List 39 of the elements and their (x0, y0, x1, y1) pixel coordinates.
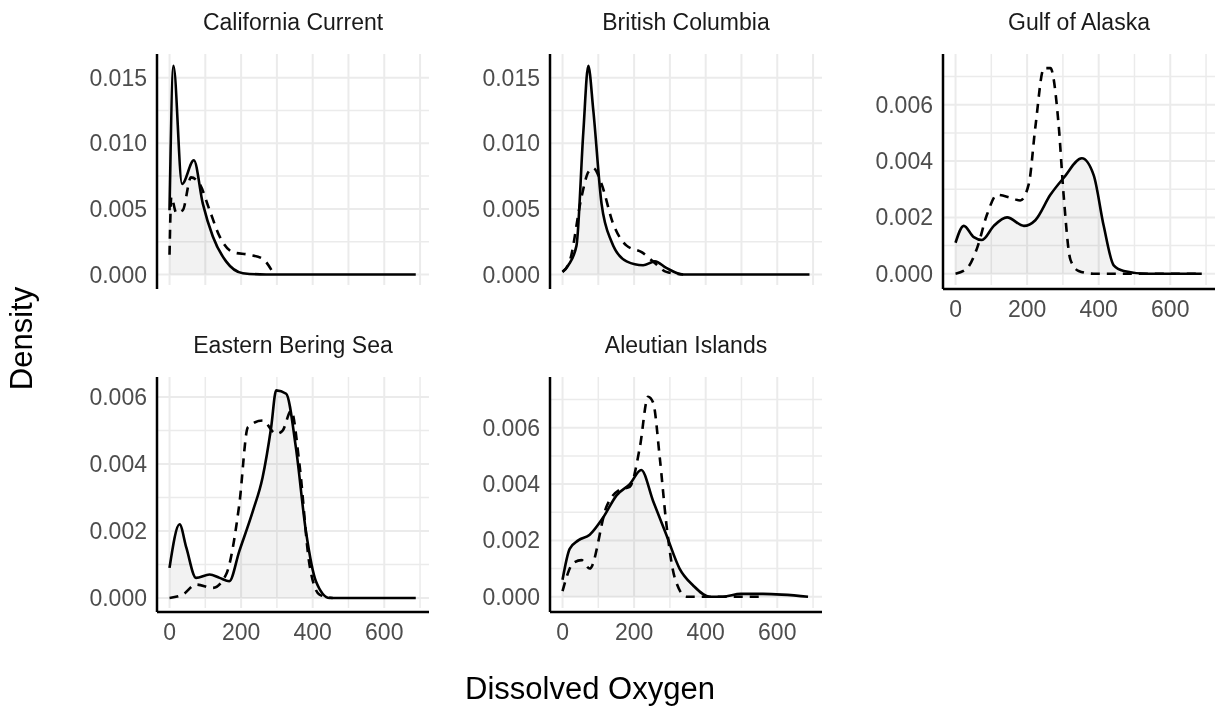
y-tick-label: 0.000 (482, 583, 540, 610)
y-tick-label: 0.000 (89, 261, 147, 288)
x-tick-label: 0 (556, 619, 569, 645)
y-tick-label: 0.004 (875, 148, 934, 175)
y-tick-label: 0.005 (89, 195, 147, 222)
y-tick-label: 0.002 (875, 204, 933, 231)
y-tick-label: 0.006 (875, 91, 933, 118)
y-tick-label: 0.002 (89, 518, 147, 545)
y-tick-label: 0.004 (482, 471, 541, 498)
x-tick-label: 200 (1007, 296, 1047, 322)
chart-title: Aleutian Islands (604, 332, 768, 358)
y-tick-label: 0.002 (482, 527, 540, 554)
y-tick-label: 0.000 (482, 261, 540, 288)
y-tick-label: 0.005 (482, 195, 540, 222)
x-tick-label: 200 (221, 619, 261, 645)
x-tick-label: 400 (686, 619, 725, 645)
y-tick-label: 0.015 (482, 64, 540, 91)
y-tick-label: 0.006 (89, 384, 147, 411)
y-axis-title: Density (4, 286, 39, 391)
y-tick-label: 0.010 (482, 130, 540, 157)
x-tick-label: 200 (614, 619, 654, 645)
y-tick-label: 0.000 (875, 260, 933, 287)
x-tick-label: 0 (163, 619, 176, 645)
y-tick-label: 0.006 (482, 414, 540, 441)
y-tick-label: 0.000 (89, 585, 147, 612)
y-tick-label: 0.015 (89, 64, 147, 91)
x-tick-label: 600 (758, 619, 797, 645)
x-axis-title: Dissolved Oxygen (465, 671, 715, 706)
chart-title: Eastern Bering Sea (193, 332, 393, 358)
chart-title: Gulf of Alaska (1008, 9, 1151, 35)
x-tick-label: 400 (1079, 296, 1118, 322)
x-tick-label: 600 (365, 619, 404, 645)
chart-title: California Current (202, 9, 384, 35)
x-tick-label: 600 (1151, 296, 1190, 322)
x-tick-label: 400 (293, 619, 332, 645)
y-tick-label: 0.004 (89, 451, 148, 478)
chart-title: British Columbia (602, 9, 770, 35)
x-tick-label: 0 (949, 296, 962, 322)
y-tick-label: 0.010 (89, 130, 147, 157)
